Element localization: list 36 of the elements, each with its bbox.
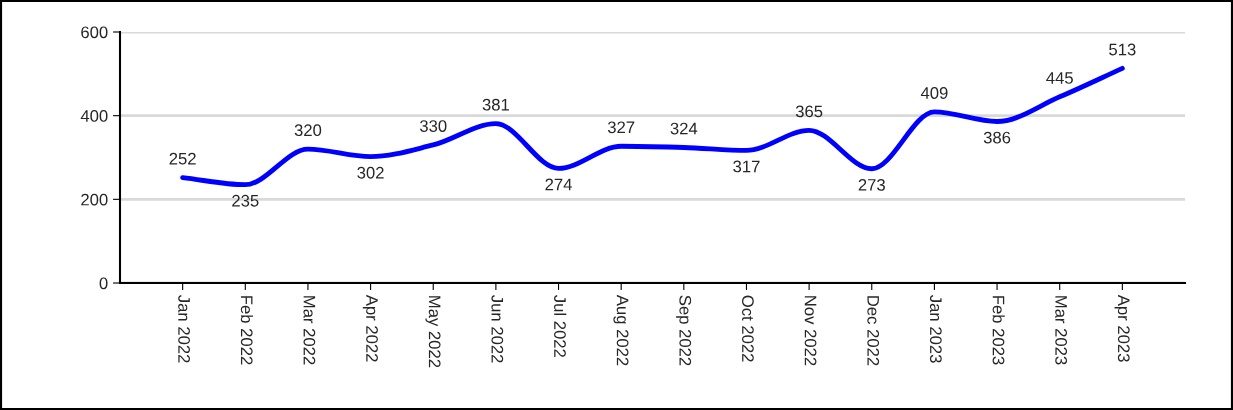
x-tick-label: Dec 2022 [867,296,880,366]
data-label: 252 [169,152,196,165]
data-label: 317 [733,160,760,173]
data-label: 302 [357,166,384,179]
data-label: 320 [294,124,322,137]
data-label: 274 [545,178,572,191]
data-label: 365 [795,105,823,118]
x-tick-label: Jun 2022 [491,295,504,363]
x-tick-label: May 2022 [425,296,441,368]
x-tick-label: Mar 2022 [303,296,316,365]
data-label: 324 [670,122,698,135]
x-tick-label: Feb 2023 [992,296,1005,365]
x-tick-label: Jan 2022 [178,295,190,363]
x-tick-label: Apr 2023 [1114,294,1130,362]
data-label: 386 [983,131,1011,144]
data-label: 235 [232,194,259,207]
data-label: 409 [920,87,948,99]
x-tick-label: Jan 2023 [929,295,942,363]
y-tick-label: 400 [80,110,108,122]
y-tick-label: 200 [81,193,108,206]
x-tick-label: Aug 2022 [613,294,629,366]
data-label: 381 [482,98,509,111]
x-tick-label: Nov 2022 [804,296,817,366]
data-label: 330 [419,120,447,132]
x-tick-label: Sep 2022 [676,295,692,366]
y-tick-label: 600 [81,26,108,39]
x-tick-label: Oct 2022 [742,295,754,362]
data-label: 327 [607,121,635,134]
data-label: 273 [858,178,885,191]
data-label: 445 [1046,72,1073,84]
x-tick-label: Mar 2023 [1055,296,1068,365]
y-tick-label: 0 [99,277,108,290]
x-tick-label: Apr 2022 [362,294,378,362]
x-tick-label: Feb 2022 [240,296,254,365]
x-tick-label: Jul 2022 [554,295,567,357]
data-label: 513 [1109,43,1136,56]
